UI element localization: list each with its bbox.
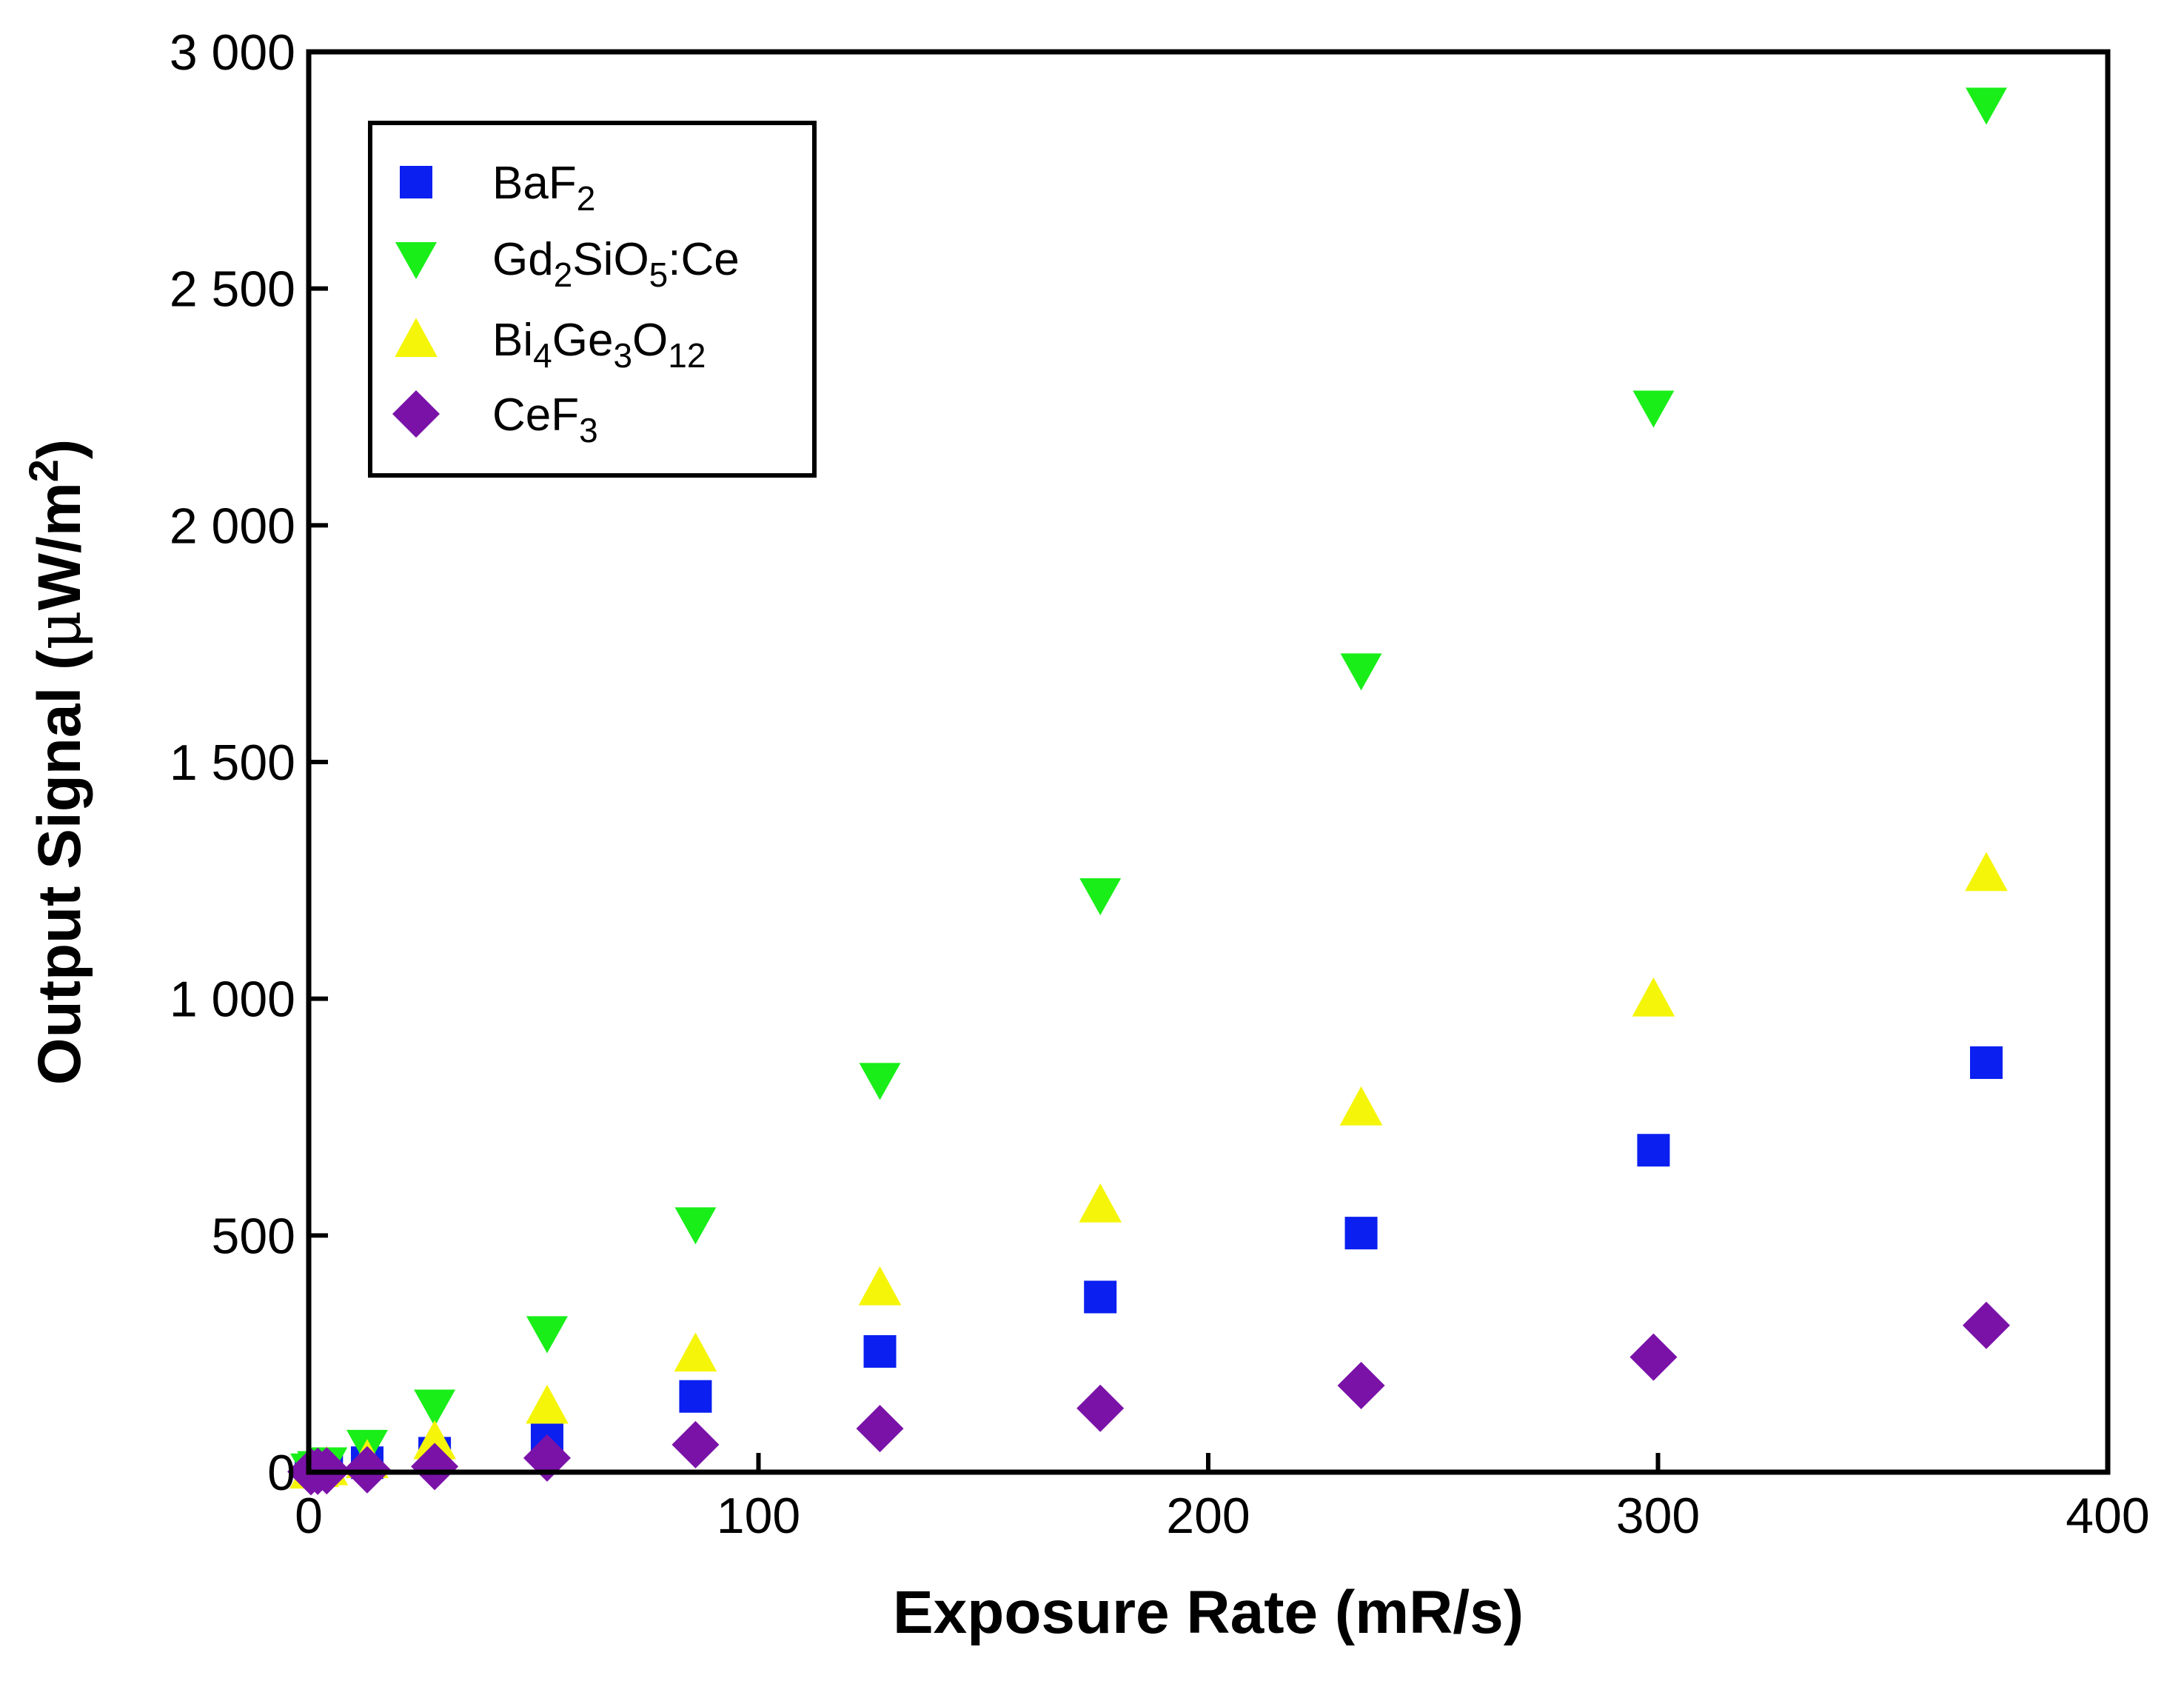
y-axis-title-superscript: 2 (20, 459, 67, 482)
data-point (1079, 878, 1122, 916)
legend-label: BaF2 (492, 158, 595, 218)
x-axis-title: Exposure Rate (mR/s) (893, 1579, 1524, 1646)
y-tick-label: 500 (212, 1208, 295, 1264)
data-point (859, 1063, 901, 1100)
x-tick-label: 200 (1166, 1488, 1250, 1544)
data-point (858, 1266, 902, 1306)
data-point (671, 1420, 720, 1468)
data-point (413, 1420, 456, 1460)
axis-ticks: 0 100 200 300 400 0 500 1 000 1 500 2 000 2 500 3 0… (170, 24, 2150, 1544)
legend-marker (392, 390, 440, 438)
data-point (526, 1316, 568, 1354)
data-point (679, 1380, 712, 1413)
y-axis-title-unit: W/m (26, 482, 93, 610)
data-point (1344, 1217, 1378, 1250)
data-point (1962, 1301, 2010, 1349)
legend: BaF2 Gd2SiO5:Ce Bi4Ge3O12 CeF3 (368, 121, 817, 478)
y-axis-title: Output Signal (μW/m2) (20, 439, 95, 1085)
legend-marker (395, 242, 437, 279)
data-point (1076, 1384, 1125, 1432)
data-point (1632, 977, 1675, 1017)
data-point (1965, 852, 2008, 892)
y-tick-label: 3 000 (170, 24, 295, 81)
x-tick-label: 100 (717, 1488, 800, 1544)
y-axis-title-main: Output Signal ( (26, 649, 93, 1085)
y-tick-label: 0 (267, 1445, 295, 1501)
y-tick-label: 1 000 (170, 972, 295, 1028)
data-point (1629, 1333, 1678, 1381)
legend-label: Bi4Ge3O12 (492, 315, 706, 375)
data-point (863, 1334, 897, 1368)
legend-box (368, 121, 817, 478)
data-point (1632, 390, 1675, 428)
legend-marker (400, 166, 432, 198)
x-tick-label: 0 (295, 1488, 323, 1544)
data-point (1340, 653, 1382, 691)
x-tick-label: 300 (1616, 1488, 1700, 1544)
series-bi4ge3o12 (289, 852, 2008, 1489)
x-tick-label: 400 (2066, 1488, 2149, 1544)
y-axis-title-mu: μ (24, 610, 95, 649)
data-point (1965, 87, 2007, 125)
data-point (526, 1384, 569, 1424)
y-tick-label: 2 500 (170, 261, 295, 318)
data-point (1337, 1362, 1385, 1410)
data-point (1079, 1183, 1122, 1223)
data-point (1637, 1134, 1670, 1167)
data-point (1969, 1046, 2003, 1079)
y-tick-label: 1 500 (170, 735, 295, 791)
data-point (411, 1443, 459, 1491)
legend-label: CeF3 (492, 390, 598, 450)
data-point (414, 1389, 456, 1427)
data-point (1339, 1086, 1383, 1126)
data-point (674, 1332, 717, 1372)
legend-label: Gd2SiO5:Ce (492, 234, 740, 294)
data-point (1084, 1280, 1117, 1314)
y-axis-title-close: ) (26, 439, 93, 459)
data-point (856, 1405, 904, 1453)
legend-marker (395, 318, 438, 357)
y-tick-label: 2 000 (170, 498, 295, 554)
data-point (674, 1207, 717, 1245)
